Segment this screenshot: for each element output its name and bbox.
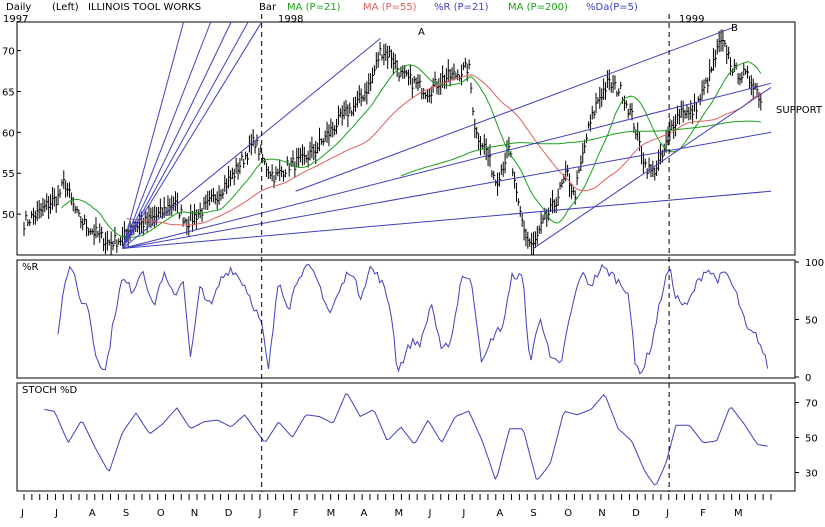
price-axis-label: 65 [2,87,15,98]
month-label: J [461,508,465,519]
stochastic-plot [44,393,768,486]
month-label: A [89,508,96,519]
month-label: A [361,508,368,519]
trendline [122,21,232,249]
trendline [122,37,381,249]
month-label: J [54,508,58,519]
month-label: J [258,508,262,519]
peak-a-label: A [418,27,425,38]
legend-ma55: MA (P=55) [363,2,417,13]
year-label-1997: 1997 [3,14,28,25]
williams-r-title: %R [22,262,39,273]
trendline [121,21,185,249]
indicator-axis-label: 70 [805,399,818,410]
trendline [122,190,772,249]
month-label: D [632,508,640,519]
trendline [295,25,738,192]
axes: 50 55 60 65 70 0 50 100 30 50 70 J J A S O N D J F M A M J J A S O N… [2,14,824,519]
month-label: N [191,508,198,519]
price-bars [23,29,763,256]
stochastic-panel [16,382,796,492]
indicator-axis-label: 0 [805,373,811,384]
trendline [122,82,772,249]
moving-average-200 [400,120,761,177]
price-panel [16,21,796,256]
month-label: M [734,508,743,519]
month-label: N [598,508,605,519]
stochastic-d-line [44,393,768,486]
security-name: ILLINOIS TOOL WORKS [88,2,201,13]
month-label: J [427,508,431,519]
chart-style-label: Bar [259,2,277,13]
stochastic-title: STOCH %D [22,385,78,396]
month-label: S [530,508,536,519]
month-label: O [564,508,572,519]
month-label: A [496,508,503,519]
year-label-1998: 1998 [278,14,303,25]
month-label: O [157,508,165,519]
month-label: F [293,508,299,519]
trendline [122,21,249,249]
price-axis-label: 50 [2,210,15,221]
header: Daily (Left) ILLINOIS TOOL WORKS Bar MA … [6,2,638,13]
peak-b-label: B [731,23,738,34]
legend-ma21: MA (P=21) [287,2,341,13]
month-label: J [665,508,669,519]
indicator-axis-label: 50 [805,316,818,327]
support-label: SUPPORT [776,105,823,116]
month-label: M [395,508,404,519]
month-label: S [123,508,129,519]
scale-side-label: (Left) [52,2,79,13]
moving-average-55 [126,74,762,226]
trendline [122,21,212,249]
price-plot [23,21,772,256]
williams-r-panel [16,259,796,379]
legend-pct-r: %R (P=21) [434,2,489,13]
month-label: D [225,508,233,519]
indicator-axis-label: 30 [805,469,818,480]
month-label: M [327,508,336,519]
trendline [122,21,263,249]
month-label: J [20,508,24,519]
legend-stoch-d: %Da(P=5) [586,2,638,13]
month-label: F [700,508,706,519]
williams-r-plot [57,263,769,375]
moving-average-21 [61,61,762,239]
period-label: Daily [6,2,31,13]
indicator-axis-label: 50 [805,434,818,445]
indicator-axis-label: 100 [805,258,824,269]
price-axis-label: 60 [2,128,15,139]
price-axis-label: 70 [2,47,15,58]
trendline [533,86,772,249]
year-label-1999: 1999 [679,14,704,25]
price-axis-label: 55 [2,169,15,180]
trendline [122,131,772,249]
williams-r-line [57,263,769,375]
legend-ma200: MA (P=200) [508,2,568,13]
